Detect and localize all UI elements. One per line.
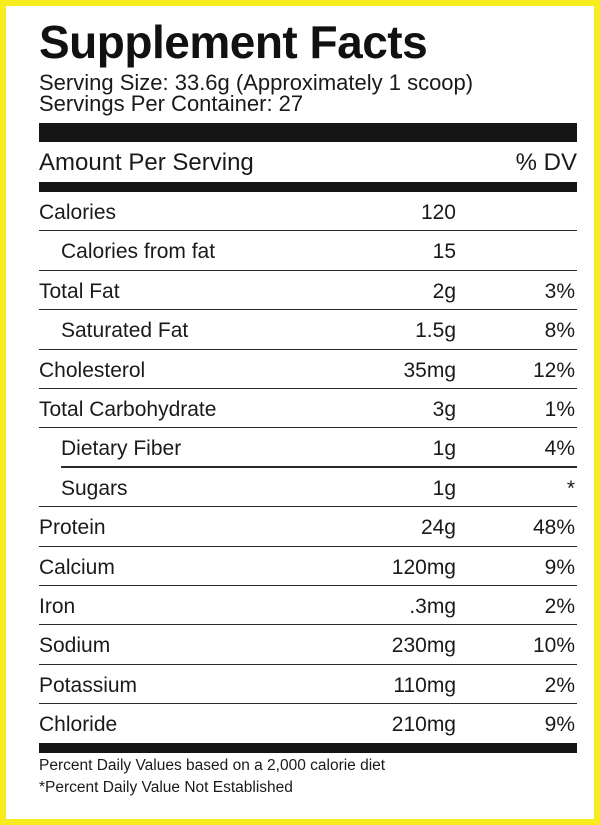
- nutrient-dv: 12%: [532, 358, 575, 382]
- nutrient-row-cholesterol: Cholesterol 35mg 12%: [39, 350, 577, 389]
- serving-size: Serving Size: 33.6g (Approximately 1 sco…: [39, 70, 474, 95]
- nutrient-name: Chloride: [39, 713, 118, 737]
- nutrient-dv: 4%: [544, 437, 575, 461]
- nutrient-amount: 230mg: [391, 634, 456, 658]
- nutrient-amount: 1g: [432, 437, 456, 461]
- footnote-daily-values: Percent Daily Values based on a 2,000 ca…: [39, 757, 386, 775]
- nutrient-dv: 2%: [544, 594, 575, 618]
- nutrient-dv: 48%: [532, 516, 575, 540]
- nutrient-amount: 1.5g: [415, 319, 456, 343]
- supplement-facts-label: Supplement Facts Serving Size: 33.6g (Ap…: [39, 12, 577, 799]
- header-divider: [39, 182, 577, 192]
- nutrient-row-chloride: Chloride 210mg 9%: [39, 704, 577, 743]
- nutrient-name: Iron: [39, 594, 76, 618]
- nutrient-row-saturated-fat: Saturated Fat 1.5g 8%: [39, 310, 577, 350]
- nutrient-name: Sugars: [61, 476, 128, 500]
- nutrient-dv: 9%: [544, 713, 575, 737]
- nutrient-row-protein: Protein 24g 48%: [39, 507, 577, 547]
- nutrient-row-calories-from-fat: Calories from fat 15: [39, 231, 577, 271]
- nutrient-row-total-carbohydrate: Total Carbohydrate 3g 1%: [39, 389, 577, 429]
- amount-header-row: Amount Per Serving % DV: [39, 142, 577, 182]
- nutrient-dv: 10%: [532, 634, 575, 658]
- nutrient-amount: 120mg: [391, 555, 456, 579]
- nutrient-dv: 1%: [544, 397, 575, 421]
- nutrient-row-sodium: Sodium 230mg 10%: [39, 625, 577, 665]
- label-title: Supplement Facts: [39, 16, 428, 68]
- nutrient-name: Calories from fat: [61, 240, 216, 264]
- nutrient-amount: 2g: [432, 279, 456, 303]
- nutrient-dv: 8%: [544, 319, 575, 343]
- nutrient-row-calcium: Calcium 120mg 9%: [39, 547, 577, 586]
- nutrient-dv: *: [566, 476, 575, 500]
- nutrient-name: Dietary Fiber: [61, 437, 182, 461]
- nutrient-amount: 24g: [420, 516, 456, 540]
- bottom-divider: [39, 743, 577, 754]
- nutrient-amount: 3g: [432, 397, 456, 421]
- nutrient-row-iron: Iron .3mg 2%: [39, 586, 577, 626]
- nutrient-dv: 9%: [544, 555, 575, 579]
- footnote-not-established: *Percent Daily Value Not Established: [39, 779, 293, 797]
- nutrient-amount: 110mg: [393, 673, 456, 697]
- nutrient-name: Cholesterol: [39, 358, 146, 382]
- servings-per-container: Servings Per Container: 27: [39, 91, 304, 116]
- nutrient-name: Calcium: [39, 555, 115, 579]
- nutrient-name: Calories: [39, 201, 117, 224]
- nutrient-amount: .3mg: [409, 594, 456, 618]
- nutrient-row-sugars: Sugars 1g *: [39, 468, 577, 508]
- nutrient-row-dietary-fiber: Dietary Fiber 1g 4%: [39, 428, 577, 469]
- nutrient-amount: 120: [420, 201, 456, 224]
- amount-per-serving-header: Amount Per Serving: [39, 149, 254, 176]
- nutrient-amount: 210mg: [391, 713, 456, 737]
- nutrient-dv: 2%: [544, 673, 575, 697]
- nutrient-row-potassium: Potassium 110mg 2%: [39, 665, 577, 705]
- nutrient-amount: 1g: [432, 476, 456, 500]
- thick-divider: [39, 123, 577, 142]
- nutrient-name: Sodium: [39, 634, 111, 658]
- nutrient-name: Total Carbohydrate: [39, 397, 217, 421]
- nutrient-row-calories: Calories 120: [39, 192, 577, 232]
- nutrient-amount: 35mg: [403, 358, 456, 382]
- dv-header: % DV: [515, 149, 577, 176]
- nutrient-dv: 3%: [544, 279, 575, 303]
- nutrient-name: Total Fat: [39, 279, 120, 303]
- nutrient-row-total-fat: Total Fat 2g 3%: [39, 271, 577, 311]
- nutrient-name: Protein: [39, 516, 106, 540]
- nutrient-name: Saturated Fat: [61, 319, 189, 343]
- nutrient-amount: 15: [432, 240, 456, 264]
- nutrient-name: Potassium: [39, 673, 138, 697]
